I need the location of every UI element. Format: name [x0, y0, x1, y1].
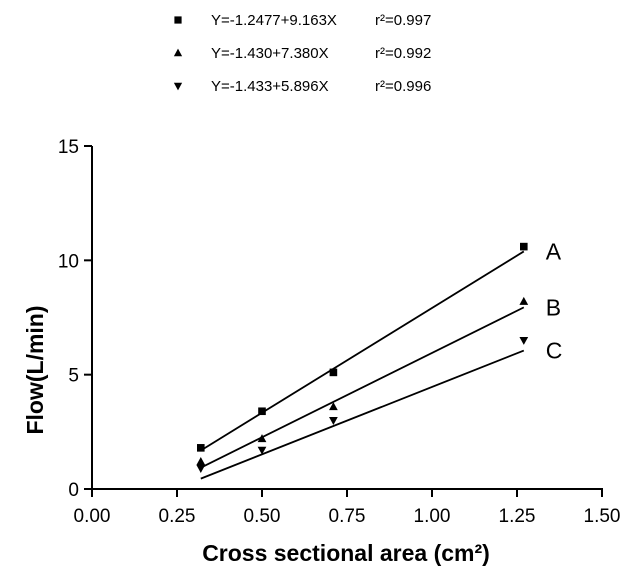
legend-r-squared: r²=0.996: [375, 78, 431, 95]
x-tick-label: 0.00: [74, 506, 111, 527]
legend-equation: Y=-1.2477+9.163X: [211, 12, 337, 29]
data-point-b: [329, 402, 338, 411]
legend: Y=-1.2477+9.163X r²=0.997 Y=-1.430+7.380X r…: [173, 12, 431, 95]
data-point-a: [197, 444, 205, 452]
x-tick-label: 1.25: [499, 506, 536, 527]
x-tick-label: 0.25: [159, 506, 196, 527]
data-point-c: [519, 336, 529, 345]
x-axis-label: Cross sectional area (cm²): [202, 540, 490, 566]
y-axis-label: Flow(L/min): [22, 305, 48, 434]
legend-r-squared: r²=0.992: [375, 45, 431, 62]
fit-line-c: [200, 349, 525, 480]
y-tick-label: 10: [58, 251, 79, 272]
x-tick-label: 1.50: [584, 506, 621, 527]
legend-marker-b: [173, 48, 183, 57]
y-tick-label: 0: [68, 480, 79, 501]
x-tick-label: 0.50: [244, 506, 281, 527]
data-point-c: [196, 465, 206, 473]
data-point-a: [520, 242, 528, 251]
data-point-c: [257, 446, 267, 455]
series-label-a: A: [546, 238, 562, 264]
data-point-a: [258, 407, 266, 416]
data-point-b: [257, 434, 267, 443]
x-tick-label: 0.75: [329, 506, 366, 527]
y-tick-label: 15: [58, 137, 79, 158]
data-markers: [196, 242, 529, 473]
legend-r-squared: r²=0.997: [375, 12, 431, 29]
series-label-c: C: [546, 338, 563, 364]
axes: 0.00 0.25 0.50 0.75 1.00 1.25 1.50 0 5 10 15: [58, 137, 621, 527]
series-label-b: B: [546, 294, 561, 320]
data-point-a: [329, 368, 338, 377]
y-tick-label: 5: [68, 366, 79, 387]
legend-marker-a: [174, 16, 182, 24]
data-point-c: [329, 416, 338, 425]
fit-line-b: [200, 306, 525, 469]
x-tick-label: 1.00: [414, 506, 451, 527]
data-point-b: [519, 296, 529, 305]
legend-equation: Y=-1.430+7.380X: [211, 45, 329, 62]
legend-marker-c: [173, 82, 183, 91]
legend-equation: Y=-1.433+5.896X: [211, 78, 329, 95]
data-point-b: [196, 457, 206, 465]
series-labels: A BC: [546, 238, 563, 363]
fit-lines: [200, 250, 525, 480]
fit-line-a: [200, 250, 525, 452]
